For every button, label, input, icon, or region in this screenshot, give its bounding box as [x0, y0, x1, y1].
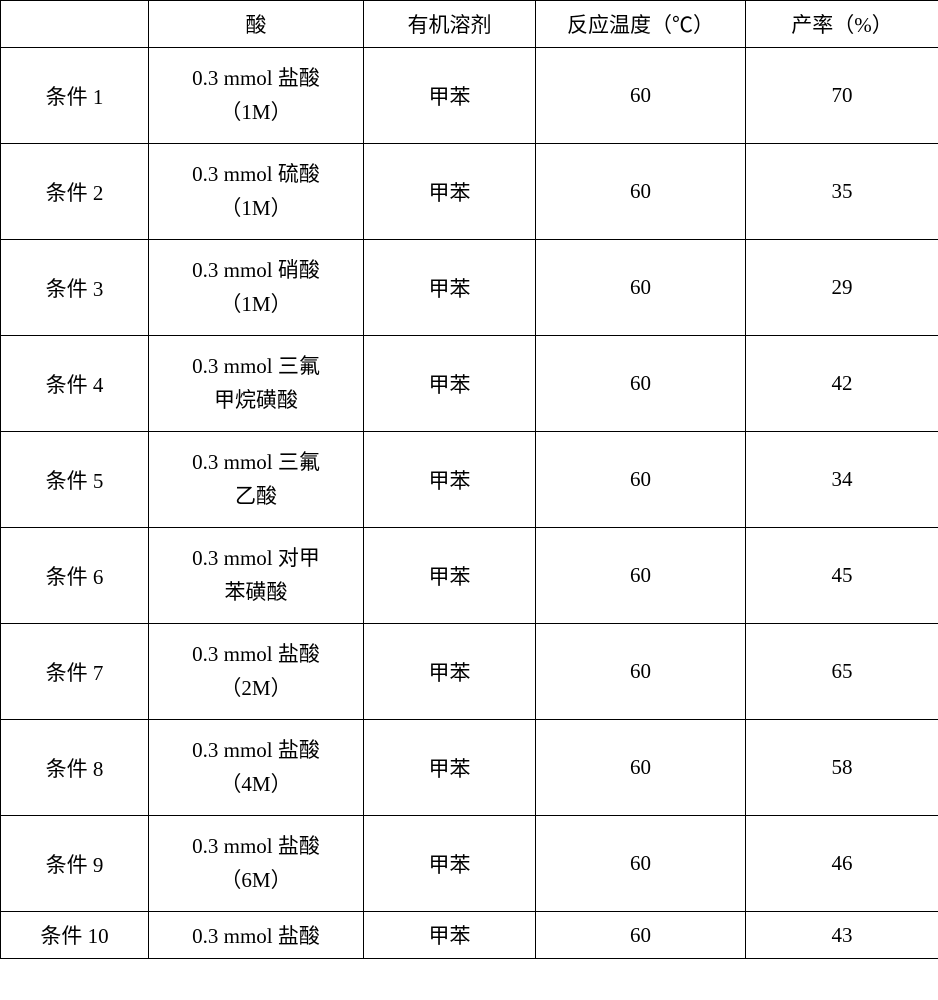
- cell-yield: 65: [746, 624, 938, 720]
- cell-solvent: 甲苯: [364, 240, 536, 336]
- cell-temp: 60: [536, 432, 746, 528]
- table-row: 条件 9 0.3 mmol 盐酸 （6M） 甲苯 60 46: [1, 816, 938, 912]
- cell-condition: 条件 2: [1, 144, 149, 240]
- cell-solvent: 甲苯: [364, 720, 536, 816]
- acid-line2: 苯磺酸: [225, 580, 288, 604]
- cell-acid: 0.3 mmol 盐酸 （4M）: [149, 720, 364, 816]
- header-acid: 酸: [149, 1, 364, 48]
- cell-yield: 42: [746, 336, 938, 432]
- acid-line1: 0.3 mmol 盐酸: [192, 834, 320, 858]
- table-row: 条件 5 0.3 mmol 三氟 乙酸 甲苯 60 34: [1, 432, 938, 528]
- cell-condition: 条件 7: [1, 624, 149, 720]
- cell-temp: 60: [536, 720, 746, 816]
- acid-line1: 0.3 mmol 盐酸: [192, 738, 320, 762]
- cell-acid: 0.3 mmol 对甲 苯磺酸: [149, 528, 364, 624]
- acid-line2: 甲烷磺酸: [214, 388, 298, 412]
- acid-line2: （1M）: [220, 196, 291, 220]
- cell-yield: 46: [746, 816, 938, 912]
- table-row: 条件 8 0.3 mmol 盐酸 （4M） 甲苯 60 58: [1, 720, 938, 816]
- cell-solvent: 甲苯: [364, 624, 536, 720]
- acid-line2: （1M）: [220, 292, 291, 316]
- header-temp: 反应温度（℃）: [536, 1, 746, 48]
- cell-acid: 0.3 mmol 盐酸 （1M）: [149, 48, 364, 144]
- acid-line1: 0.3 mmol 盐酸: [192, 642, 320, 666]
- acid-line1: 0.3 mmol 盐酸: [192, 66, 320, 90]
- acid-line2: （1M）: [220, 100, 291, 124]
- conditions-table: 酸 有机溶剂 反应温度（℃） 产率（%） 条件 1 0.3 mmol 盐酸 （1…: [0, 0, 938, 959]
- cell-condition: 条件 4: [1, 336, 149, 432]
- cell-acid: 0.3 mmol 硝酸 （1M）: [149, 240, 364, 336]
- cell-temp: 60: [536, 528, 746, 624]
- cell-acid: 0.3 mmol 盐酸 （2M）: [149, 624, 364, 720]
- cell-yield: 29: [746, 240, 938, 336]
- acid-line1: 0.3 mmol 三氟: [192, 354, 320, 378]
- cell-solvent: 甲苯: [364, 912, 536, 959]
- table-header-row: 酸 有机溶剂 反应温度（℃） 产率（%）: [1, 1, 938, 48]
- cell-temp: 60: [536, 240, 746, 336]
- cell-temp: 60: [536, 144, 746, 240]
- cell-yield: 43: [746, 912, 938, 959]
- cell-yield: 45: [746, 528, 938, 624]
- table-row: 条件 1 0.3 mmol 盐酸 （1M） 甲苯 60 70: [1, 48, 938, 144]
- cell-solvent: 甲苯: [364, 816, 536, 912]
- cell-temp: 60: [536, 336, 746, 432]
- cell-acid: 0.3 mmol 三氟 甲烷磺酸: [149, 336, 364, 432]
- cell-acid: 0.3 mmol 硫酸 （1M）: [149, 144, 364, 240]
- cell-solvent: 甲苯: [364, 144, 536, 240]
- cell-condition: 条件 5: [1, 432, 149, 528]
- cell-acid: 0.3 mmol 三氟 乙酸: [149, 432, 364, 528]
- cell-yield: 70: [746, 48, 938, 144]
- header-solvent: 有机溶剂: [364, 1, 536, 48]
- cell-solvent: 甲苯: [364, 528, 536, 624]
- cell-solvent: 甲苯: [364, 48, 536, 144]
- cell-condition: 条件 10: [1, 912, 149, 959]
- cell-solvent: 甲苯: [364, 336, 536, 432]
- cell-condition: 条件 1: [1, 48, 149, 144]
- cell-yield: 35: [746, 144, 938, 240]
- acid-line1: 0.3 mmol 三氟: [192, 450, 320, 474]
- acid-line1: 0.3 mmol 对甲: [192, 546, 320, 570]
- table-row: 条件 7 0.3 mmol 盐酸 （2M） 甲苯 60 65: [1, 624, 938, 720]
- cell-condition: 条件 8: [1, 720, 149, 816]
- header-blank: [1, 1, 149, 48]
- cell-acid: 0.3 mmol 盐酸: [149, 912, 364, 959]
- cell-temp: 60: [536, 624, 746, 720]
- cell-temp: 60: [536, 48, 746, 144]
- header-yield: 产率（%）: [746, 1, 938, 48]
- cell-condition: 条件 9: [1, 816, 149, 912]
- cell-yield: 58: [746, 720, 938, 816]
- acid-line1: 0.3 mmol 硫酸: [192, 162, 320, 186]
- cell-condition: 条件 6: [1, 528, 149, 624]
- acid-line2: （2M）: [220, 676, 291, 700]
- table-row: 条件 4 0.3 mmol 三氟 甲烷磺酸 甲苯 60 42: [1, 336, 938, 432]
- cell-temp: 60: [536, 816, 746, 912]
- cell-solvent: 甲苯: [364, 432, 536, 528]
- table-row: 条件 3 0.3 mmol 硝酸 （1M） 甲苯 60 29: [1, 240, 938, 336]
- cell-condition: 条件 3: [1, 240, 149, 336]
- acid-line2: （6M）: [220, 868, 291, 892]
- table-row: 条件 6 0.3 mmol 对甲 苯磺酸 甲苯 60 45: [1, 528, 938, 624]
- table-row: 条件 2 0.3 mmol 硫酸 （1M） 甲苯 60 35: [1, 144, 938, 240]
- acid-line2: 乙酸: [235, 484, 277, 508]
- acid-line2: （4M）: [220, 772, 291, 796]
- cell-acid: 0.3 mmol 盐酸 （6M）: [149, 816, 364, 912]
- acid-line1: 0.3 mmol 硝酸: [192, 258, 320, 282]
- cell-temp: 60: [536, 912, 746, 959]
- table-row: 条件 10 0.3 mmol 盐酸 甲苯 60 43: [1, 912, 938, 959]
- cell-yield: 34: [746, 432, 938, 528]
